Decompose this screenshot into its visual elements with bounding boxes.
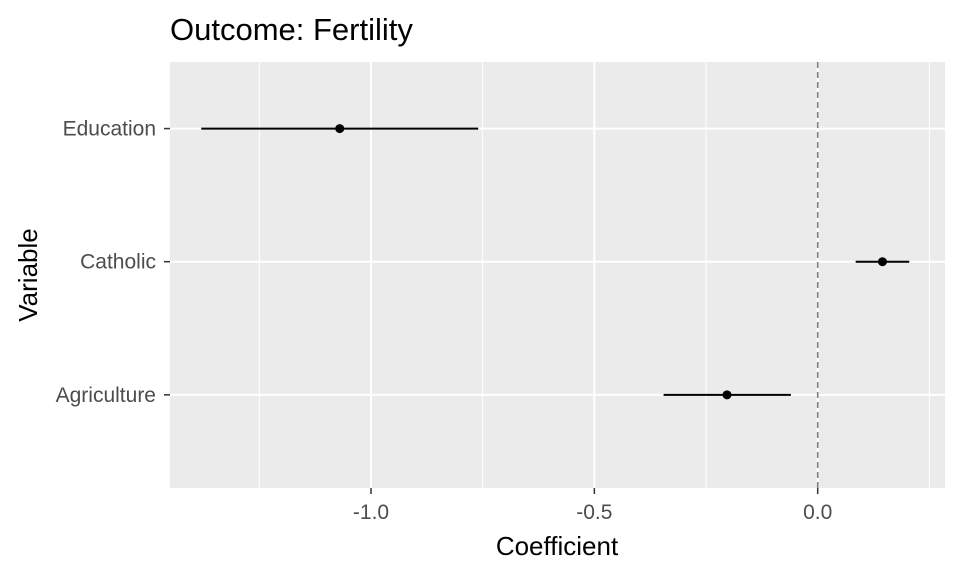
y-tick-label-agriculture: Agriculture bbox=[56, 384, 156, 407]
y-tick-label-catholic: Catholic bbox=[80, 251, 156, 274]
plot-panel bbox=[170, 62, 945, 488]
point-catholic bbox=[877, 257, 887, 267]
x-tick-label: 0.0 bbox=[803, 501, 832, 524]
y-axis-title: Variable bbox=[13, 228, 43, 321]
coefficient-marks bbox=[201, 124, 910, 400]
y-tick-label-education: Education bbox=[63, 118, 156, 141]
x-tick-label: -0.5 bbox=[576, 501, 612, 524]
chart-title: Outcome: Fertility bbox=[170, 12, 413, 47]
minor-gridlines bbox=[258, 62, 930, 488]
point-education bbox=[335, 124, 345, 134]
x-axis: -1.0 -0.5 0.0 bbox=[353, 488, 832, 524]
x-tick-label: -1.0 bbox=[353, 501, 389, 524]
x-axis-title: Coefficient bbox=[496, 531, 619, 561]
y-axis: Education Catholic Agriculture bbox=[56, 118, 170, 407]
point-agriculture bbox=[722, 390, 732, 400]
